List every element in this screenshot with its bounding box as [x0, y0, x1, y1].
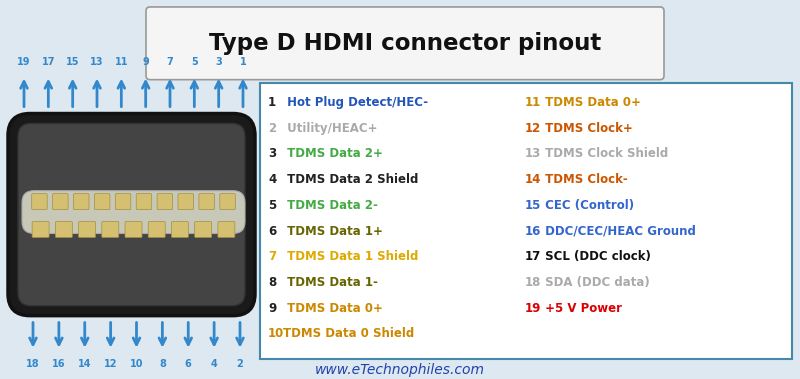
Text: CEC (Control): CEC (Control) [541, 199, 634, 212]
Text: 18: 18 [26, 359, 40, 370]
FancyBboxPatch shape [148, 222, 166, 238]
Text: 15: 15 [525, 199, 542, 212]
Text: TDMS Data 0 Shield: TDMS Data 0 Shield [283, 327, 414, 340]
Text: 10: 10 [130, 359, 143, 370]
Text: DDC/CEC/HEAC Ground: DDC/CEC/HEAC Ground [541, 224, 696, 238]
FancyBboxPatch shape [102, 222, 118, 238]
FancyBboxPatch shape [178, 194, 194, 210]
FancyBboxPatch shape [157, 194, 173, 210]
Text: 19: 19 [18, 57, 30, 67]
FancyBboxPatch shape [218, 222, 235, 238]
Text: 5: 5 [191, 57, 198, 67]
Text: TDMS Data 1+: TDMS Data 1+ [283, 224, 383, 238]
Text: www.eTechnophiles.com: www.eTechnophiles.com [315, 363, 485, 377]
FancyBboxPatch shape [32, 222, 49, 238]
Text: 6: 6 [185, 359, 192, 370]
PathPatch shape [22, 191, 245, 233]
Text: 4: 4 [268, 173, 276, 186]
Text: TDMS Data 1-: TDMS Data 1- [283, 276, 378, 289]
Text: 9: 9 [268, 302, 276, 315]
Text: 10: 10 [268, 327, 284, 340]
Text: 14: 14 [525, 173, 542, 186]
FancyBboxPatch shape [199, 194, 214, 210]
Text: 8: 8 [268, 276, 276, 289]
Text: 17: 17 [525, 250, 542, 263]
Text: 3: 3 [268, 147, 276, 160]
FancyBboxPatch shape [260, 83, 792, 359]
Text: 3: 3 [215, 57, 222, 67]
FancyBboxPatch shape [94, 194, 110, 210]
Text: TDMS Clock-: TDMS Clock- [541, 173, 628, 186]
FancyBboxPatch shape [171, 222, 189, 238]
PathPatch shape [18, 124, 245, 306]
Text: 19: 19 [525, 302, 542, 315]
FancyBboxPatch shape [146, 7, 664, 80]
Text: 16: 16 [525, 224, 542, 238]
Text: Hot Plug Detect/HEC-: Hot Plug Detect/HEC- [283, 96, 428, 109]
Text: TDMS Data 0+: TDMS Data 0+ [283, 302, 383, 315]
FancyBboxPatch shape [220, 194, 235, 210]
FancyBboxPatch shape [125, 222, 142, 238]
Text: SDA (DDC data): SDA (DDC data) [541, 276, 650, 289]
Text: Utility/HEAC+: Utility/HEAC+ [283, 122, 378, 135]
Text: 13: 13 [525, 147, 542, 160]
FancyBboxPatch shape [78, 222, 95, 238]
Text: 18: 18 [525, 276, 542, 289]
Text: 16: 16 [52, 359, 66, 370]
Text: 7: 7 [166, 57, 174, 67]
Text: 8: 8 [159, 359, 166, 370]
Text: TDMS Data 2+: TDMS Data 2+ [283, 147, 383, 160]
Text: TDMS Data 2-: TDMS Data 2- [283, 199, 378, 212]
Text: 2: 2 [237, 359, 243, 370]
FancyBboxPatch shape [115, 194, 130, 210]
Text: SCL (DDC clock): SCL (DDC clock) [541, 250, 651, 263]
Text: 11: 11 [525, 96, 542, 109]
Text: 12: 12 [525, 122, 542, 135]
Text: TDMS Data 1 Shield: TDMS Data 1 Shield [283, 250, 418, 263]
FancyBboxPatch shape [194, 222, 212, 238]
Text: 1: 1 [268, 96, 276, 109]
FancyBboxPatch shape [136, 194, 152, 210]
Text: 12: 12 [104, 359, 118, 370]
Text: TDMS Clock+: TDMS Clock+ [541, 122, 633, 135]
Text: 11: 11 [114, 57, 128, 67]
Text: 17: 17 [42, 57, 55, 67]
Text: 4: 4 [210, 359, 218, 370]
Text: 2: 2 [268, 122, 276, 135]
FancyBboxPatch shape [55, 222, 72, 238]
Text: 1: 1 [240, 57, 246, 67]
Text: 13: 13 [90, 57, 104, 67]
Text: 7: 7 [268, 250, 276, 263]
FancyBboxPatch shape [32, 194, 47, 210]
Text: 15: 15 [66, 57, 79, 67]
Text: 6: 6 [268, 224, 276, 238]
Text: TDMS Data 2 Shield: TDMS Data 2 Shield [283, 173, 418, 186]
Text: TDMS Clock Shield: TDMS Clock Shield [541, 147, 668, 160]
Text: TDMS Data 0+: TDMS Data 0+ [541, 96, 641, 109]
FancyBboxPatch shape [53, 194, 68, 210]
Text: 14: 14 [78, 359, 91, 370]
Text: +5 V Power: +5 V Power [541, 302, 622, 315]
Text: 5: 5 [268, 199, 276, 212]
FancyBboxPatch shape [74, 194, 89, 210]
PathPatch shape [8, 114, 255, 316]
Text: 9: 9 [142, 57, 149, 67]
Text: Type D HDMI connector pinout: Type D HDMI connector pinout [209, 32, 601, 55]
